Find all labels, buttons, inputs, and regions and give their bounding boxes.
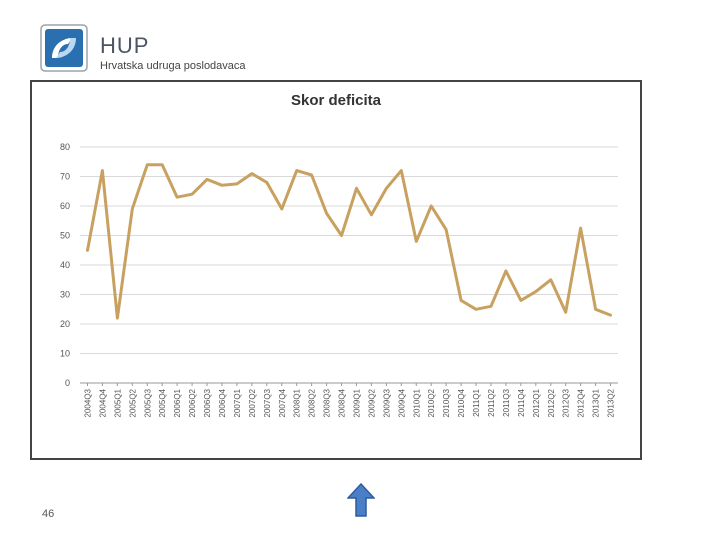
data-point — [116, 316, 119, 320]
x-tick-label: 2007Q1 — [233, 388, 242, 417]
x-tick-label: 2011Q2 — [487, 388, 496, 416]
x-tick-label: 2008Q3 — [323, 388, 332, 417]
x-tick-label: 2006Q2 — [188, 388, 197, 417]
x-tick-label: 2006Q4 — [218, 388, 227, 417]
x-tick-label: 2011Q4 — [517, 388, 526, 416]
x-tick-label: 2004Q4 — [98, 388, 107, 417]
x-tick-label: 2007Q3 — [263, 388, 272, 417]
x-tick-label: 2009Q4 — [397, 388, 406, 417]
data-point — [385, 187, 388, 190]
data-point — [429, 204, 433, 208]
x-tick-label: 2012Q4 — [577, 388, 586, 417]
data-point — [205, 178, 209, 181]
chart-frame — [30, 80, 642, 460]
x-tick-label: 2005Q2 — [128, 388, 137, 417]
hup-logo-icon — [40, 24, 88, 72]
x-tick-label: 2013Q2 — [607, 388, 616, 417]
data-point — [280, 207, 283, 211]
data-point — [594, 308, 597, 311]
y-tick-label: 50 — [60, 231, 70, 241]
data-point — [444, 228, 448, 231]
x-tick-label: 2004Q3 — [83, 388, 92, 417]
brand-subtitle: Hrvatska udruga poslodavaca — [100, 60, 246, 72]
x-tick-label: 2009Q3 — [382, 388, 391, 417]
data-point — [295, 169, 298, 172]
x-tick-label: 2012Q1 — [532, 388, 541, 417]
x-tick-label: 2010Q3 — [442, 388, 451, 417]
data-point — [325, 212, 328, 215]
data-point — [534, 290, 538, 293]
data-point — [235, 182, 239, 186]
data-point — [160, 163, 164, 166]
x-tick-label: 2009Q2 — [367, 388, 376, 417]
data-point — [400, 169, 403, 172]
x-tick-label: 2008Q4 — [338, 388, 347, 417]
data-point — [175, 195, 179, 199]
y-tick-label: 40 — [60, 260, 70, 270]
y-tick-label: 70 — [60, 172, 70, 182]
data-point — [190, 193, 194, 196]
x-tick-label: 2007Q2 — [248, 388, 257, 417]
data-point — [564, 311, 567, 314]
y-tick-label: 0 — [65, 378, 70, 388]
data-point — [101, 169, 104, 172]
brand-name: HUP — [100, 33, 150, 58]
x-tick-label: 2012Q3 — [562, 388, 571, 417]
data-point — [146, 163, 149, 166]
data-point — [355, 187, 358, 190]
x-tick-label: 2011Q1 — [472, 388, 481, 416]
page-number: 46 — [42, 508, 55, 520]
data-point — [131, 207, 134, 211]
x-tick-label: 2013Q1 — [592, 388, 601, 417]
x-tick-label: 2008Q2 — [308, 388, 317, 417]
data-point — [579, 226, 582, 230]
x-tick-label: 2005Q1 — [113, 388, 122, 417]
x-tick-label: 2010Q2 — [427, 388, 436, 417]
y-tick-label: 10 — [60, 349, 70, 359]
y-tick-label: 20 — [60, 319, 70, 329]
x-tick-label: 2011Q3 — [502, 388, 511, 416]
x-tick-label: 2012Q2 — [547, 388, 556, 417]
x-tick-label: 2008Q1 — [293, 388, 302, 417]
data-point — [474, 308, 478, 311]
y-tick-label: 60 — [60, 201, 70, 211]
x-tick-label: 2006Q1 — [173, 388, 182, 417]
x-tick-label: 2009Q1 — [352, 388, 361, 417]
data-point — [310, 173, 313, 177]
data-point — [265, 181, 269, 184]
up-arrow-icon[interactable] — [347, 483, 375, 517]
data-point — [609, 313, 612, 317]
data-point — [549, 278, 552, 281]
y-tick-label: 80 — [60, 142, 70, 152]
chart-title: Skor deficita — [290, 92, 382, 109]
data-point — [489, 305, 493, 308]
data-point — [220, 184, 224, 187]
data-point — [370, 213, 373, 217]
x-tick-label: 2007Q4 — [278, 388, 287, 417]
data-point — [415, 240, 418, 243]
x-tick-label: 2010Q4 — [457, 388, 466, 417]
data-point — [250, 172, 254, 175]
y-tick-label: 30 — [60, 290, 70, 300]
x-tick-label: 2005Q3 — [143, 388, 152, 417]
x-tick-label: 2006Q3 — [203, 388, 212, 417]
data-point — [459, 299, 463, 302]
series-line — [86, 163, 612, 320]
data-point — [519, 299, 523, 302]
x-tick-label: 2010Q1 — [412, 388, 421, 417]
data-point — [504, 269, 508, 273]
data-point — [340, 234, 343, 237]
data-point — [86, 249, 89, 252]
x-tick-label: 2005Q4 — [158, 388, 167, 417]
